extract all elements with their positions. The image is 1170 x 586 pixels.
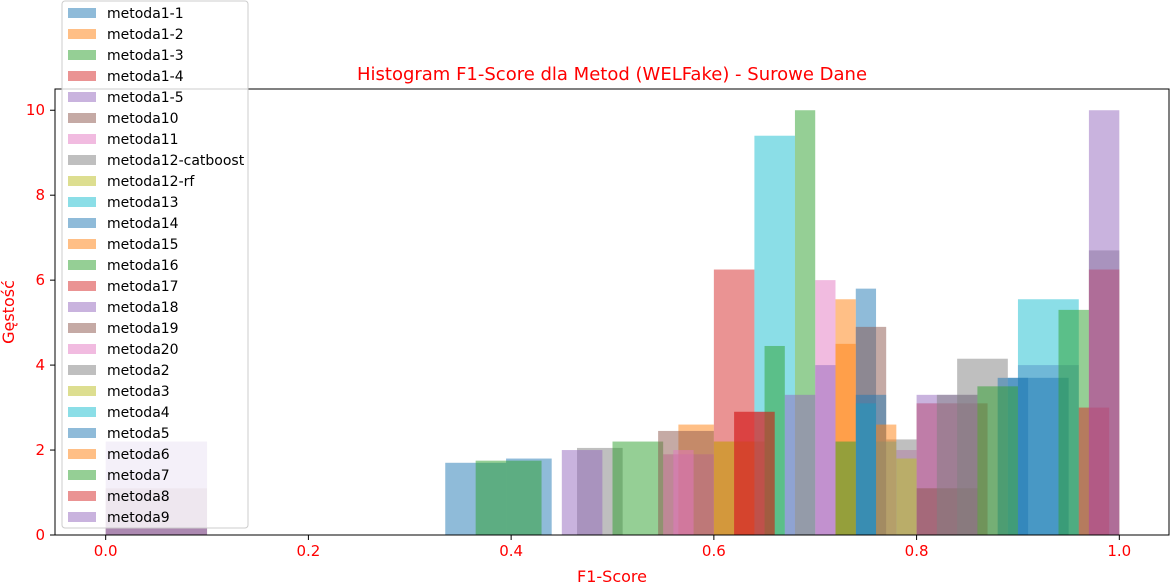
bar-metoda18-0	[561, 450, 603, 535]
legend-swatch	[68, 281, 96, 291]
bar-metoda8-0	[734, 411, 775, 535]
legend-swatch	[68, 155, 96, 165]
bars-layer	[105, 110, 1120, 535]
legend-swatch	[68, 449, 96, 459]
x-tick-label: 0.8	[905, 542, 929, 560]
bar-metoda9-2	[1088, 110, 1120, 535]
x-tick-label: 0.4	[499, 542, 523, 560]
legend-label: metoda8	[107, 489, 170, 505]
legend-label: metoda3	[107, 384, 170, 400]
bar-metoda3-0	[896, 458, 917, 535]
legend-label: metoda1-5	[107, 90, 184, 106]
legend-swatch	[68, 365, 96, 375]
legend-label: metoda20	[107, 342, 179, 358]
legend-swatch	[68, 218, 96, 228]
legend-label: metoda19	[107, 321, 179, 337]
bar-metoda2-1	[936, 394, 978, 535]
legend-label: metoda16	[107, 258, 179, 274]
bar-metoda7-2	[977, 386, 1018, 535]
x-tick-label: 0.2	[296, 542, 320, 560]
legend-swatch	[68, 323, 96, 333]
legend-swatch	[68, 92, 96, 102]
legend-swatch	[68, 386, 96, 396]
legend-swatch	[68, 71, 96, 81]
legend-label: metoda4	[107, 405, 170, 421]
legend-label: metoda14	[107, 216, 179, 232]
legend-label: metoda17	[107, 279, 179, 295]
y-tick-label: 8	[35, 186, 45, 204]
y-axis-label: Gęstość	[0, 280, 18, 344]
legend-label: metoda12-rf	[107, 174, 195, 190]
legend-swatch	[68, 8, 96, 18]
legend-swatch	[68, 29, 96, 39]
legend-swatch	[68, 428, 96, 438]
y-tick-label: 0	[35, 526, 45, 544]
legend-label: metoda1-1	[107, 6, 184, 22]
bar-metoda7-1	[835, 441, 856, 535]
legend-swatch	[68, 134, 96, 144]
legend-label: metoda1-3	[107, 48, 184, 64]
bar-metoda6-1	[876, 424, 897, 535]
bar-metoda9-1	[784, 394, 816, 535]
legend: metoda1-1 metoda1-2 metoda1-3 metoda1-4 meto…	[61, 0, 249, 529]
legend-swatch	[68, 302, 96, 312]
x-tick-label: 1.0	[1107, 542, 1131, 560]
legend-swatch	[68, 113, 96, 123]
bar-metoda20-0	[673, 450, 694, 535]
legend-label: metoda12-catboost	[107, 153, 245, 169]
x-axis-ticks: 0.0 0.2 0.4 0.6 0.8 1.0	[94, 535, 1131, 560]
legend-label: metoda2	[107, 363, 170, 379]
legend-label: metoda1-4	[107, 69, 184, 85]
legend-label: metoda9	[107, 510, 170, 526]
legend-box	[61, 0, 249, 529]
legend-label: metoda11	[107, 132, 179, 148]
legend-swatch	[68, 260, 96, 270]
legend-label: metoda6	[107, 447, 170, 463]
y-tick-label: 2	[35, 441, 45, 459]
legend-swatch	[68, 176, 96, 186]
bar-metoda18-1	[815, 365, 836, 535]
y-axis-ticks: 0 2 4 6 8 10	[26, 101, 55, 544]
legend-swatch	[68, 197, 96, 207]
legend-swatch	[68, 344, 96, 354]
legend-swatch	[68, 470, 96, 480]
bar-metoda16-0	[612, 441, 664, 535]
x-tick-label: 0.6	[702, 542, 726, 560]
y-tick-label: 6	[35, 271, 45, 289]
legend-swatch	[68, 239, 96, 249]
legend-swatch	[68, 491, 96, 501]
legend-label: metoda13	[107, 195, 179, 211]
y-tick-label: 10	[26, 101, 45, 119]
legend-label: metoda5	[107, 426, 170, 442]
legend-label: metoda18	[107, 300, 179, 316]
chart-title: Histogram F1-Score dla Metod (WELFake) -…	[357, 64, 867, 85]
bar-metoda1-3-0	[475, 460, 542, 535]
legend-label: metoda7	[107, 468, 170, 484]
x-tick-label: 0.0	[94, 542, 118, 560]
legend-label: metoda10	[107, 111, 179, 127]
legend-label: metoda15	[107, 237, 179, 253]
plot-frame	[54, 88, 1170, 536]
legend-swatch	[68, 50, 96, 60]
legend-swatch	[68, 512, 96, 522]
legend-swatch	[68, 407, 96, 417]
legend-label: metoda1-2	[107, 27, 184, 43]
y-tick-label: 4	[35, 356, 45, 374]
x-axis-label: F1-Score	[577, 567, 647, 586]
